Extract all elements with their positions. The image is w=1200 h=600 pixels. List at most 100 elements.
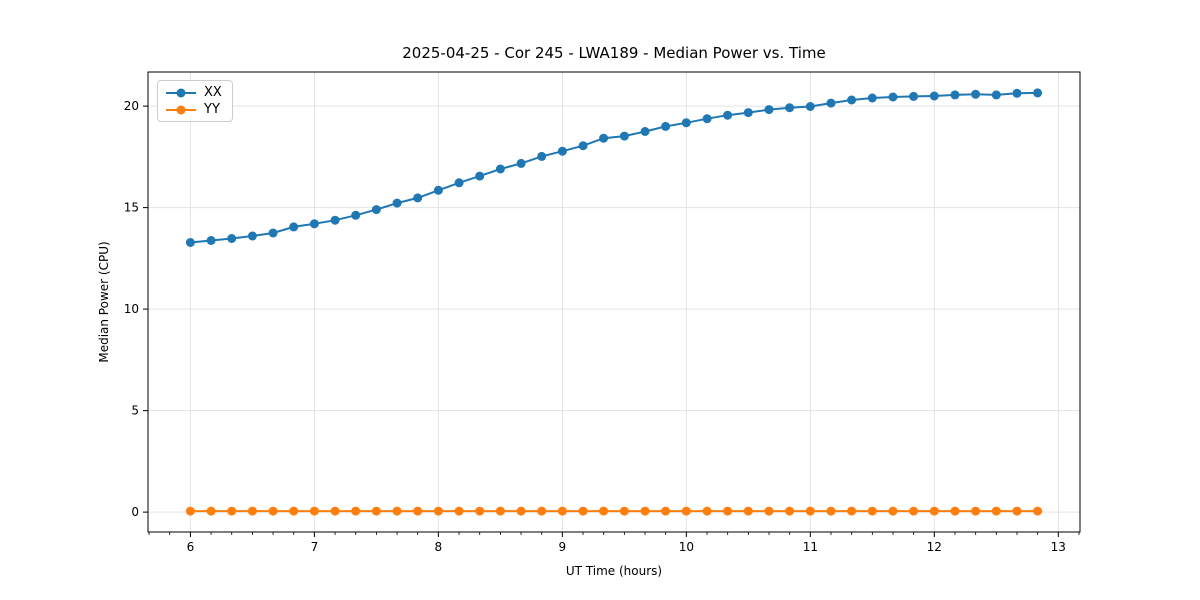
data-point xyxy=(805,102,815,111)
data-point xyxy=(971,89,981,99)
data-point xyxy=(805,506,815,516)
data-point xyxy=(247,506,257,516)
data-point xyxy=(785,506,795,516)
x-tick-label: 9 xyxy=(559,540,567,554)
data-point xyxy=(619,506,629,516)
data-point xyxy=(867,506,877,516)
gridlines xyxy=(148,72,1080,532)
data-point xyxy=(764,506,774,516)
legend: XX YY xyxy=(157,80,233,122)
data-point xyxy=(909,91,919,101)
x-axis-label: UT Time (hours) xyxy=(565,564,663,578)
legend-line-marker-icon xyxy=(166,87,196,99)
data-point xyxy=(247,231,257,241)
data-point xyxy=(289,506,299,516)
x-tick-label: 11 xyxy=(803,540,818,554)
data-point xyxy=(289,222,299,232)
data-point xyxy=(847,506,857,516)
data-point xyxy=(1033,506,1043,516)
data-point xyxy=(681,118,691,128)
data-point xyxy=(929,506,939,516)
data-point xyxy=(1012,506,1022,516)
y-tick-label: 0 xyxy=(131,505,139,519)
data-point xyxy=(578,141,588,151)
data-point xyxy=(206,236,216,245)
y-axis-label: Median Power (CPU) xyxy=(97,241,111,363)
data-point xyxy=(392,506,402,516)
y-axis-ticks: 0 5 10 15 20 xyxy=(124,99,148,519)
data-point xyxy=(826,506,836,516)
y-tick-label: 15 xyxy=(124,201,139,215)
data-point xyxy=(847,95,857,105)
data-point xyxy=(268,228,278,238)
series-yy xyxy=(185,506,1043,516)
legend-label-xx: XX xyxy=(204,85,222,100)
data-point xyxy=(1033,88,1043,98)
legend-label-yy: YY xyxy=(204,102,220,117)
series-xx xyxy=(185,88,1043,247)
x-tick-label: 13 xyxy=(1051,540,1066,554)
data-point xyxy=(392,198,402,208)
data-point xyxy=(537,506,547,516)
data-point xyxy=(516,158,526,168)
data-point xyxy=(578,506,588,516)
y-tick-label: 10 xyxy=(124,302,139,316)
data-point xyxy=(557,506,567,516)
data-point xyxy=(413,193,423,203)
data-point xyxy=(661,506,671,516)
data-point xyxy=(743,108,753,118)
legend-item-xx: XX xyxy=(166,86,222,99)
series-line xyxy=(190,91,1038,244)
data-point xyxy=(599,133,609,143)
data-point xyxy=(971,506,981,516)
chart-title: 2025-04-25 - Cor 245 - LWA189 - Median P… xyxy=(402,44,826,62)
data-point xyxy=(227,506,237,516)
data-point xyxy=(619,131,629,141)
data-point xyxy=(351,506,361,516)
data-point xyxy=(702,506,712,516)
data-point xyxy=(888,92,898,102)
data-point xyxy=(495,164,505,174)
data-point xyxy=(309,506,319,516)
data-point xyxy=(454,506,464,516)
data-point xyxy=(371,506,381,516)
data-point xyxy=(929,91,939,101)
data-point xyxy=(330,506,340,516)
data-point xyxy=(206,506,216,516)
data-point xyxy=(702,114,712,124)
data-point xyxy=(433,185,443,195)
data-point xyxy=(764,105,774,115)
data-point xyxy=(454,178,464,188)
data-point xyxy=(991,506,1001,516)
data-point xyxy=(309,219,319,229)
data-point xyxy=(413,506,423,516)
data-point xyxy=(516,506,526,516)
data-point xyxy=(743,506,753,516)
data-point xyxy=(185,238,195,247)
data-point xyxy=(723,506,733,516)
y-tick-label: 5 xyxy=(131,404,139,418)
x-tick-label: 12 xyxy=(927,540,942,554)
x-tick-label: 8 xyxy=(435,540,443,554)
data-point xyxy=(950,90,960,100)
legend-item-yy: YY xyxy=(166,103,222,116)
data-point xyxy=(537,151,547,161)
y-tick-label: 20 xyxy=(124,99,139,113)
data-point xyxy=(909,506,919,516)
data-point xyxy=(475,171,485,181)
x-axis-ticks: 6 7 8 9 10 11 12 13 xyxy=(148,532,1080,554)
legend-line-marker-icon xyxy=(166,104,196,116)
data-point xyxy=(1012,88,1022,98)
data-point xyxy=(723,110,733,120)
data-point xyxy=(826,98,836,108)
data-point xyxy=(557,146,567,156)
data-point xyxy=(268,506,278,516)
data-point xyxy=(640,127,650,136)
data-point xyxy=(888,506,898,516)
data-point xyxy=(991,90,1001,100)
plot-frame xyxy=(147,71,1081,533)
data-point xyxy=(227,234,237,243)
data-point xyxy=(661,121,671,131)
data-point xyxy=(351,210,361,220)
